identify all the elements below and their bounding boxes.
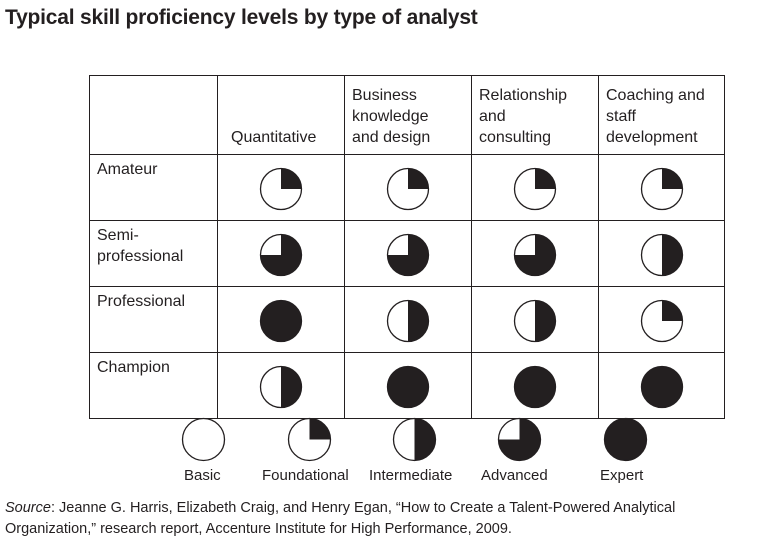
proficiency-cell: [598, 286, 725, 353]
source-text: : Jeanne G. Harris, Elizabeth Craig, and…: [5, 500, 676, 537]
row-professional: Professional: [89, 286, 725, 353]
row-label-champion: Champion: [89, 352, 218, 419]
source-label: Source: [5, 500, 51, 516]
ball-fill: [309, 418, 331, 440]
column-header-line: Coaching and: [606, 87, 705, 104]
legend-label-basic: Basic: [184, 467, 221, 484]
ball-fill: [535, 300, 556, 341]
row-amateur: Amateur: [89, 154, 725, 221]
column-header-line: Quantitative: [231, 129, 317, 146]
ball-fill: [661, 234, 682, 275]
legend-foundational-icon: [287, 417, 332, 467]
proficiency-cell: [217, 154, 345, 221]
legend-intermediate-icon: [392, 417, 437, 467]
ball-fill: [514, 234, 556, 275]
ball-fill: [281, 168, 302, 189]
row-label-amateur: Amateur: [89, 154, 218, 221]
ball-fill: [414, 418, 436, 461]
ball-fill: [408, 300, 429, 341]
source-note: Source: Jeanne G. Harris, Elizabeth Crai…: [5, 498, 757, 540]
ball-outline: [386, 365, 430, 408]
proficiency-cell: [471, 154, 599, 221]
proficiency-cell: [344, 352, 472, 419]
corner-cell: [89, 75, 218, 155]
column-header-line: Relationship: [479, 87, 568, 104]
column-header-line: knowledge: [352, 108, 429, 125]
row-semi-professional: Semi- professional: [89, 220, 725, 287]
row-champion: Champion: [89, 352, 725, 419]
row-label-line: professional: [97, 248, 184, 265]
column-header-line: and: [479, 108, 506, 125]
proficiency-cell: [598, 154, 725, 221]
legend-label-foundational: Foundational: [262, 467, 349, 484]
legend-advanced-icon: [497, 417, 542, 467]
ball-outline: [603, 417, 648, 462]
proficiency-cell: [217, 220, 345, 287]
legend-label-intermediate: Intermediate: [369, 467, 453, 484]
legend-expert-icon: [603, 417, 648, 467]
legend-basic-icon: [181, 417, 226, 467]
legend-label-advanced: Advanced: [481, 467, 548, 484]
proficiency-cell: [471, 352, 599, 419]
column-header-relationship: Relationship and consulting: [471, 75, 599, 155]
column-header-quantitative: Quantitative: [217, 75, 345, 155]
row-label-professional: Professional: [89, 286, 218, 353]
proficiency-cell: [217, 352, 345, 419]
ball-fill: [260, 234, 302, 275]
row-label-line: Professional: [97, 293, 186, 310]
proficiency-cell: [217, 286, 345, 353]
proficiency-cell: [598, 220, 725, 287]
page-title: Typical skill proficiency levels by type…: [5, 6, 478, 29]
column-header-line: Business: [352, 87, 417, 104]
ball-fill: [281, 366, 302, 407]
proficiency-cell: [344, 286, 472, 353]
row-label-line: Semi-: [97, 227, 139, 244]
ball-fill: [498, 418, 541, 461]
proficiency-cell: [598, 352, 725, 419]
proficiency-cell: [471, 286, 599, 353]
column-header-line: consulting: [479, 129, 552, 146]
proficiency-matrix: Quantitative Business knowledge and desi…: [89, 75, 725, 419]
row-label-semi-professional: Semi- professional: [89, 220, 218, 287]
ball-fill: [535, 168, 556, 189]
ball-fill: [661, 300, 682, 321]
ball-outline: [640, 365, 683, 408]
ball-fill: [408, 168, 429, 189]
proficiency-cell: [344, 220, 472, 287]
row-label-line: Amateur: [97, 161, 158, 178]
proficiency-cell: [344, 154, 472, 221]
row-label-line: Champion: [97, 359, 170, 376]
column-header-line: staff: [606, 108, 636, 125]
ball-fill: [387, 234, 429, 275]
ball-outline: [513, 365, 557, 408]
ball-fill: [661, 168, 682, 189]
column-header-line: development: [606, 129, 698, 146]
ball-outline: [181, 417, 226, 462]
legend-label-expert: Expert: [600, 467, 644, 484]
column-header-coaching: Coaching and staff development: [598, 75, 725, 155]
column-header-business-knowledge: Business knowledge and design: [344, 75, 472, 155]
header-row: Quantitative Business knowledge and desi…: [89, 75, 725, 155]
proficiency-cell: [471, 220, 599, 287]
ball-outline: [259, 299, 303, 342]
column-header-line: and design: [352, 129, 431, 146]
